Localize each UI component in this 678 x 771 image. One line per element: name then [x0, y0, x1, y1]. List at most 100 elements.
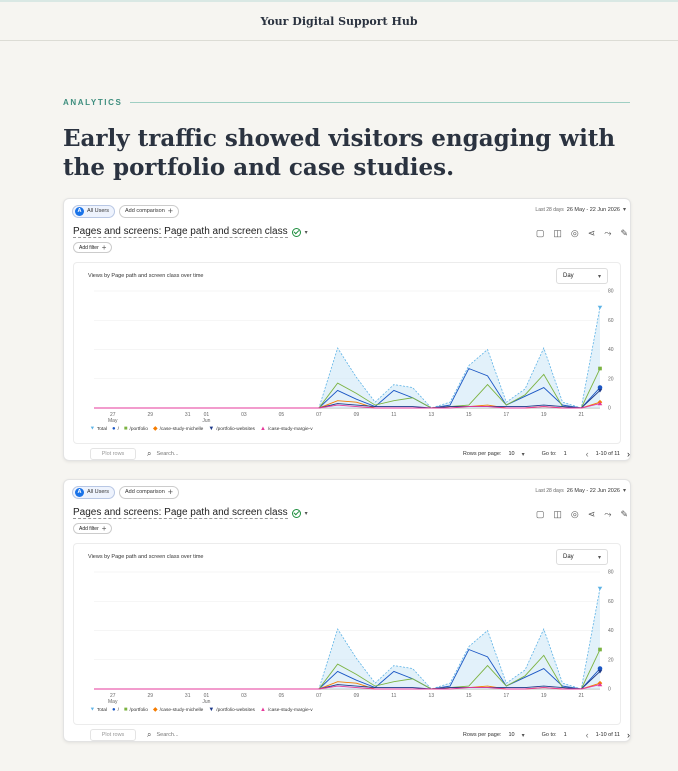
- goto-input[interactable]: 1: [563, 732, 567, 738]
- chevron-down-icon[interactable]: ▾: [521, 451, 525, 458]
- x-tick-label: 27: [110, 412, 116, 418]
- eyebrow-label: ANALYTICS: [63, 98, 123, 107]
- legend-label: /: [117, 707, 119, 713]
- insights-icon[interactable]: ◎: [570, 228, 579, 238]
- plot-rows-button[interactable]: Plot rows: [90, 448, 136, 460]
- report-title[interactable]: Pages and screens: Page path and screen …: [73, 507, 308, 519]
- goto-input[interactable]: 1: [563, 451, 567, 457]
- legend-marker-icon: ◆: [152, 707, 158, 713]
- pencil-icon[interactable]: ✎: [620, 228, 628, 238]
- x-tick-label: 11: [391, 693, 396, 699]
- edit-icon[interactable]: ▢: [535, 228, 545, 238]
- legend-marker-icon: ◆: [152, 426, 158, 432]
- chart-legend: ⯆ Total ● / ■/portfolio ◆/case-study-michelle…: [90, 707, 313, 713]
- granularity-select[interactable]: Day ▾: [556, 268, 608, 284]
- date-range-picker[interactable]: Last 28 days 26 May - 22 Jun 2026 ▾: [535, 206, 626, 214]
- share-icon[interactable]: ⋖: [587, 228, 596, 238]
- plot-rows-button[interactable]: Plot rows: [90, 729, 136, 741]
- legend-marker-icon: ■: [123, 707, 128, 713]
- legend-item[interactable]: ● /: [112, 426, 119, 432]
- report-title-text: Pages and screens: Page path and screen …: [73, 226, 288, 238]
- plus-icon: +: [101, 524, 107, 533]
- y-tick-label: 40: [608, 628, 614, 634]
- date-range-value: 26 May - 22 Jun 2026: [566, 206, 620, 213]
- x-tick-label: 31: [185, 693, 191, 699]
- prev-page-icon[interactable]: ‹: [585, 449, 589, 459]
- pencil-icon[interactable]: ✎: [620, 509, 628, 519]
- analytics-screenshot-1: A All Users Add comparison + Last 28 day…: [63, 198, 631, 461]
- insights-icon[interactable]: ◎: [570, 509, 579, 519]
- date-range-prefix: Last 28 days: [535, 487, 564, 494]
- chevron-down-icon[interactable]: ▾: [521, 732, 525, 739]
- report-title[interactable]: Pages and screens: Page path and screen …: [73, 226, 308, 238]
- add-filter-button[interactable]: Add filter +: [73, 242, 113, 253]
- next-page-icon[interactable]: ›: [627, 449, 630, 459]
- compare-icon[interactable]: ◫: [553, 509, 562, 519]
- x-tick-label: 03: [241, 693, 247, 699]
- y-tick-label: 20: [608, 657, 614, 663]
- legend-item[interactable]: ● /: [112, 707, 119, 713]
- chart-panel: Views by Page path and screen class over…: [73, 262, 621, 444]
- prev-page-icon[interactable]: ‹: [585, 730, 589, 740]
- date-range-picker[interactable]: Last 28 days 26 May - 22 Jun 2026 ▾: [535, 487, 626, 495]
- legend-item[interactable]: ■/portfolio: [124, 707, 148, 713]
- date-range-prefix: Last 28 days: [535, 206, 564, 213]
- compare-icon[interactable]: ◫: [553, 228, 562, 238]
- legend-marker-icon: ▼: [208, 707, 215, 713]
- legend-item[interactable]: ◆/case-study-michelle: [153, 707, 203, 713]
- x-tick-label: 31: [185, 412, 191, 418]
- add-filter-button[interactable]: Add filter +: [73, 523, 113, 534]
- section-eyebrow: ANALYTICS: [63, 98, 630, 107]
- series-end-marker: [597, 682, 603, 687]
- edit-icon[interactable]: ▢: [535, 509, 545, 519]
- table-controls: Plot rows ⌕ Rows per page: 10 ▾ Go to: 1…: [90, 729, 630, 741]
- legend-item[interactable]: ◆/case-study-michelle: [153, 426, 203, 432]
- add-comparison-button[interactable]: Add comparison +: [119, 204, 180, 218]
- legend-item[interactable]: ▲/case-study-margie-v: [260, 707, 313, 713]
- trend-icon[interactable]: ⤳: [604, 509, 612, 519]
- segment-chip-all-users[interactable]: A All Users: [72, 204, 116, 218]
- site-title[interactable]: Your Digital Support Hub: [260, 14, 418, 28]
- x-tick-label: 03: [241, 412, 247, 418]
- segment-row: A All Users Add comparison +: [72, 485, 180, 499]
- search-input[interactable]: [156, 451, 237, 457]
- next-page-icon[interactable]: ›: [627, 730, 630, 740]
- search-input[interactable]: [156, 732, 237, 738]
- eyebrow-divider: [130, 102, 630, 103]
- legend-marker-icon: ■: [123, 426, 128, 432]
- legend-label: /case-study-margie-v: [267, 707, 313, 713]
- segment-chip-all-users[interactable]: A All Users: [72, 485, 116, 499]
- granularity-select[interactable]: Day ▾: [556, 549, 608, 565]
- legend-item[interactable]: ■/portfolio: [124, 426, 148, 432]
- chevron-down-icon: ▾: [304, 510, 308, 517]
- series-end-marker: [598, 366, 602, 371]
- series-area-total: [94, 307, 600, 408]
- segment-badge: A: [75, 206, 84, 216]
- legend-item[interactable]: ▼/portfolio-websites: [208, 707, 255, 713]
- page-range: 1-10 of 11: [595, 451, 620, 457]
- legend-item[interactable]: ▼/portfolio-websites: [208, 426, 255, 432]
- legend-item[interactable]: ⯆ Total: [90, 707, 107, 713]
- add-filter-label: Add filter: [79, 525, 99, 532]
- x-tick-label: 07: [316, 693, 322, 699]
- plus-icon: +: [167, 206, 174, 216]
- x-tick-label: 13: [429, 693, 435, 699]
- x-tick-label: 17: [504, 412, 510, 418]
- series-end-marker: [597, 385, 603, 390]
- share-icon[interactable]: ⋖: [587, 509, 596, 519]
- trend-icon[interactable]: ⤳: [604, 228, 612, 238]
- series-end-marker: [597, 388, 603, 393]
- page-range: 1-10 of 11: [595, 732, 620, 738]
- legend-item[interactable]: ⯆ Total: [90, 426, 107, 432]
- report-toolbar: ▢ ◫ ◎ ⋖ ⤳ ✎: [536, 509, 628, 520]
- x-tick-label: 17: [504, 693, 510, 699]
- rows-per-page-select[interactable]: 10: [508, 451, 515, 457]
- legend-label: /case-study-michelle: [159, 426, 204, 432]
- legend-item[interactable]: ▲/case-study-margie-v: [260, 426, 313, 432]
- series-end-marker: [597, 305, 603, 310]
- plus-icon: +: [101, 243, 107, 252]
- rows-per-page-select[interactable]: 10: [508, 732, 515, 738]
- plot-rows-label: Plot rows: [101, 451, 125, 457]
- add-comparison-button[interactable]: Add comparison +: [119, 485, 180, 499]
